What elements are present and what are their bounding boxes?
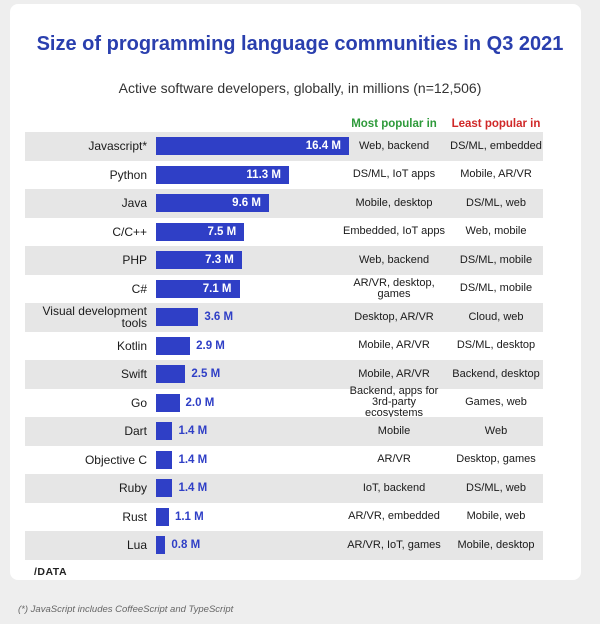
bar [156,308,199,326]
bar [156,507,169,526]
most-popular-cell: Mobile, AR/VR [358,367,430,380]
category-label: Python [109,167,147,182]
table-row: Ruby 1.4 M IoT, backend DS/ML, web [25,474,543,503]
least-popular-cell: DS/ML, desktop [456,339,536,352]
value-label: 11.3 M [246,168,281,181]
most-popular-cell: AR/VR [377,453,411,466]
chart-title: Size of programming language communities… [36,33,564,55]
value-label: 0.8 M [171,539,201,552]
most-popular-cell: DS/ML, IoT apps [352,168,436,181]
least-popular-cell: DS/ML, mobile [459,253,533,266]
category-label: Go [130,395,147,410]
most-popular-cell: Backend, apps for 3rd-party ecosystems [349,385,439,420]
bar [156,251,242,269]
category-label: Kotlin [116,338,147,353]
category-label: Visual development tools [42,304,147,331]
value-label: 9.6 M [232,197,261,210]
bar [156,536,166,554]
most-popular-cell: Web, backend [358,139,430,152]
least-popular-cell: Cloud, web [468,310,524,323]
category-label: Rust [122,509,147,524]
value-label: 2.0 M [185,396,215,409]
least-popular-cell: Mobile, AR/VR [460,168,532,181]
least-popular-cell: DS/ML, mobile [459,282,533,295]
bar [156,165,289,184]
least-popular-cell: Games, web [465,396,527,409]
category-label: Dart [124,424,147,439]
bar [156,393,180,412]
most-popular-cell: AR/VR, desktop, games [353,276,435,300]
bar [156,365,186,383]
bar [156,194,269,212]
least-popular-cell: DS/ML, embedded [450,139,542,152]
most-popular-cell: Embedded, IoT apps [343,225,445,238]
most-popular-cell: Mobile [377,424,411,437]
least-popular-cell: DS/ML, web [466,196,526,209]
table-row: Rust 1.1 M AR/VR, embedded Mobile, web [25,503,543,532]
value-label: 2.9 M [196,339,225,352]
bar [156,450,173,469]
most-popular-cell: IoT, backend [362,481,426,494]
table-row: C# 7.1 M AR/VR, desktop, games DS/ML, mobil… [25,275,543,304]
table-row: Java 9.6 M Mobile, desktop DS/ML, web [25,189,543,218]
least-popular-cell: Desktop, games [456,453,536,466]
value-label: 7.5 M [207,225,237,238]
category-label: Java [121,196,147,211]
chart-subtitle: Active software developers, globally, in… [118,80,482,96]
least-popular-cell: Backend, desktop [452,367,540,380]
value-label: 1.4 M [178,482,208,495]
category-label: Ruby [118,481,147,496]
table-row: Lua 0.8 M AR/VR, IoT, games Mobile, desktop [25,531,543,560]
bar [156,222,245,241]
value-label: 7.1 M [202,282,232,295]
bar [156,479,173,497]
table-row: Javascript* 16.4 M Web, backend DS/ML, embe… [25,132,543,161]
category-label: Swift [120,367,147,382]
value-label: 1.1 M [174,510,204,523]
table-row: Visual development tools 3.6 M Desktop, AR… [25,303,543,332]
most-popular-header: Most popular in [351,118,437,130]
most-popular-cell: Mobile, AR/VR [358,339,430,352]
bar [156,279,240,298]
most-popular-cell: AR/VR, embedded [348,510,440,523]
value-label: 1.4 M [178,453,208,466]
most-popular-cell: AR/VR, IoT, games [347,538,441,551]
table-row: C/C++ 7.5 M Embedded, IoT apps Web, mobile [25,218,543,247]
table-row: Kotlin 2.9 M Mobile, AR/VR DS/ML, desktop [25,332,543,361]
category-label: Objective C [84,452,147,467]
bar [156,137,349,155]
bar [156,336,191,355]
table-row: PHP 7.3 M Web, backend DS/ML, mobile [25,246,543,275]
least-popular-cell: Web, mobile [465,225,527,238]
least-popular-cell: Mobile, desktop [457,538,535,551]
category-label: Javascript* [88,139,147,154]
table-row: Objective C 1.4 M AR/VR Desktop, games [25,446,543,475]
least-popular-cell: Mobile, web [466,510,526,523]
least-popular-cell: DS/ML, web [466,481,526,494]
table-row: Python 11.3 M DS/ML, IoT apps Mobile, AR/VR [25,161,543,190]
bar [156,422,173,440]
most-popular-cell: Web, backend [358,253,430,266]
data-logo: /DATA [34,566,68,578]
value-label: 3.6 M [204,311,234,324]
table-row: Dart 1.4 M Mobile Web [25,417,543,446]
value-label: 2.5 M [191,368,221,381]
category-label: C# [131,281,147,296]
most-popular-cell: Mobile, desktop [355,196,433,209]
category-label: Lua [126,538,147,553]
category-label: PHP [122,253,147,268]
value-label: 7.3 M [205,254,234,267]
table-row: Go 2.0 M Backend, apps for 3rd-party ecosy… [25,385,543,420]
value-label: 1.4 M [178,425,208,438]
value-label: 16.4 M [305,140,341,153]
least-popular-header: Least popular in [451,118,541,130]
category-label: C/C++ [112,224,147,239]
most-popular-cell: Desktop, AR/VR [354,310,434,323]
footnote: (*) JavaScript includes CoffeeScript and… [18,604,234,615]
least-popular-cell: Web [484,424,508,437]
table-row: Swift 2.5 M Mobile, AR/VR Backend, desktop [25,360,543,389]
